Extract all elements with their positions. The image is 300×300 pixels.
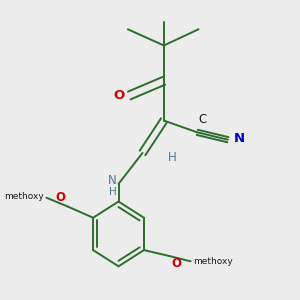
Text: O: O (171, 257, 182, 271)
Text: H: H (168, 151, 177, 164)
Text: methoxy: methoxy (4, 192, 44, 201)
Text: H: H (109, 188, 116, 197)
Text: N: N (234, 132, 245, 145)
Text: N: N (108, 174, 116, 187)
Text: O: O (56, 191, 66, 204)
Text: C: C (199, 113, 207, 126)
Text: O: O (113, 89, 124, 102)
Text: methoxy: methoxy (193, 257, 232, 266)
